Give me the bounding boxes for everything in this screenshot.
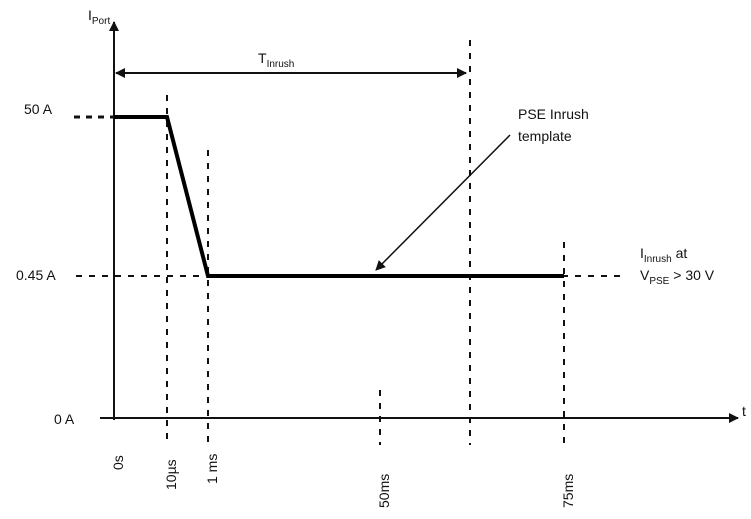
template-pointer-arrow bbox=[375, 134, 511, 271]
x-tick-1ms: 1 ms bbox=[204, 454, 220, 484]
inrush-label-line2: VPSE > 30 V bbox=[640, 267, 715, 287]
x-tick-75ms: 75ms bbox=[560, 474, 576, 508]
x-tick-50ms: 50ms bbox=[376, 474, 392, 508]
y-axis-label: IPort bbox=[88, 7, 110, 27]
inrush-template-curve bbox=[114, 115, 564, 278]
template-label-line2: template bbox=[518, 128, 572, 144]
inrush-label-line1: IInrush at bbox=[640, 245, 687, 265]
y-tick-50a: 50 A bbox=[24, 101, 53, 117]
t-inrush-label: TInrush bbox=[258, 50, 294, 70]
x-axis-label: t bbox=[742, 403, 746, 419]
template-label-line1: PSE Inrush bbox=[518, 106, 589, 122]
y-tick-045a: 0.45 A bbox=[16, 267, 56, 283]
x-tick-10us: 10µs bbox=[163, 459, 179, 490]
y-tick-0a: 0 A bbox=[54, 411, 75, 427]
x-tick-0s: 0s bbox=[110, 455, 126, 470]
